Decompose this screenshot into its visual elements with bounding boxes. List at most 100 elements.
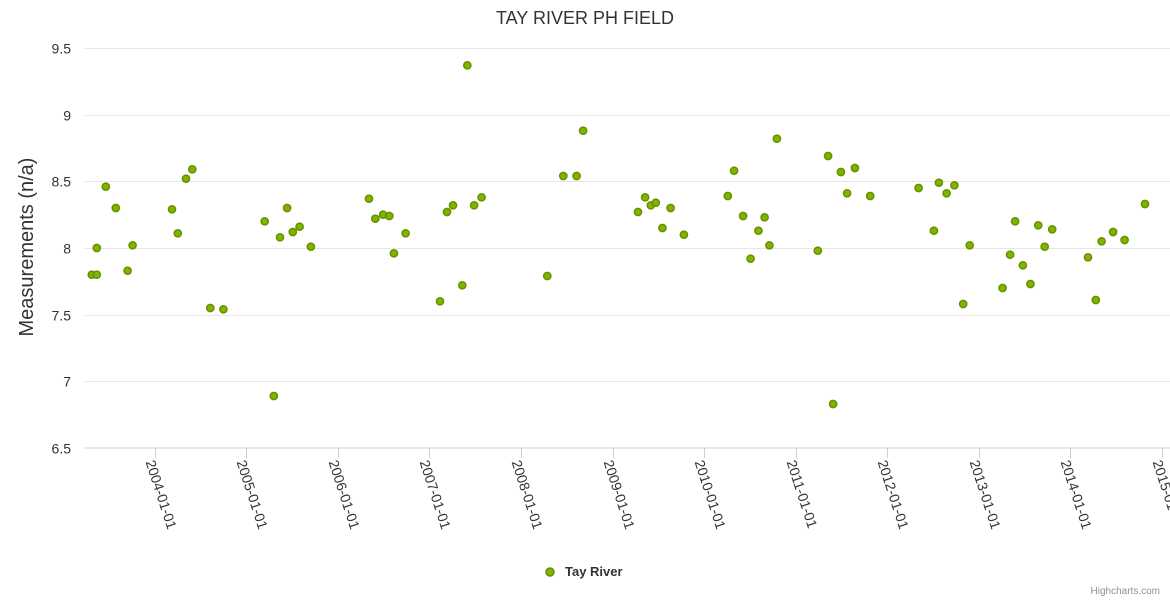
data-point[interactable] xyxy=(187,164,197,174)
x-tick-label: 2015-01-01 xyxy=(1150,458,1170,531)
y-tick-label: 9 xyxy=(63,108,71,124)
y-tick-label: 7 xyxy=(63,374,71,390)
data-point[interactable] xyxy=(813,246,823,256)
data-point[interactable] xyxy=(914,183,923,193)
x-tick-label: 2004-01-01 xyxy=(143,458,180,531)
data-point[interactable] xyxy=(729,166,739,176)
series-tay-river[interactable] xyxy=(87,60,1150,409)
data-point[interactable] xyxy=(542,271,552,281)
x-axis-ticks: 2004-01-01 2005-01-01 2006-01-01 2007-01-01… xyxy=(143,448,1170,531)
credits-link[interactable]: Highcharts.com xyxy=(1091,586,1160,597)
data-point[interactable] xyxy=(633,207,643,217)
x-tick-label: 2014-01-01 xyxy=(1058,458,1095,531)
y-axis-label: Measurements (n/a) xyxy=(16,158,38,337)
data-point[interactable] xyxy=(205,303,215,313)
data-point[interactable] xyxy=(640,192,650,202)
data-point[interactable] xyxy=(128,240,137,250)
y-tick-label: 6.5 xyxy=(52,441,72,457)
data-point[interactable] xyxy=(1140,199,1150,209)
data-point[interactable] xyxy=(958,299,968,309)
data-point[interactable] xyxy=(181,174,191,184)
data-point[interactable] xyxy=(389,248,399,258)
data-point[interactable] xyxy=(1108,227,1118,237)
data-point[interactable] xyxy=(306,242,316,252)
x-tick-label: 2010-01-01 xyxy=(692,458,729,531)
data-point[interactable] xyxy=(167,204,177,214)
data-point[interactable] xyxy=(101,182,111,192)
data-point[interactable] xyxy=(364,194,374,204)
data-point[interactable] xyxy=(370,214,380,224)
y-tick-label: 8 xyxy=(63,241,71,257)
data-point[interactable] xyxy=(462,60,472,70)
data-point[interactable] xyxy=(754,226,763,236)
data-point[interactable] xyxy=(965,240,975,250)
data-point[interactable] xyxy=(448,200,458,210)
x-tick-label: 2005-01-01 xyxy=(234,458,271,531)
data-point[interactable] xyxy=(1097,236,1106,246)
data-point[interactable] xyxy=(457,280,467,290)
data-point[interactable] xyxy=(1018,260,1028,270)
data-point[interactable] xyxy=(173,228,183,238)
data-point[interactable] xyxy=(558,171,568,181)
data-point[interactable] xyxy=(950,180,959,190)
data-point[interactable] xyxy=(1033,220,1043,230)
data-point[interactable] xyxy=(998,283,1007,293)
data-point[interactable] xyxy=(746,254,755,264)
data-point[interactable] xyxy=(1005,250,1015,260)
data-point[interactable] xyxy=(772,134,782,144)
gridlines xyxy=(85,48,1170,382)
data-point[interactable] xyxy=(1091,295,1101,305)
data-point[interactable] xyxy=(823,151,833,161)
data-point[interactable] xyxy=(260,216,270,226)
data-point[interactable] xyxy=(738,211,748,221)
data-point[interactable] xyxy=(942,188,951,198)
y-axis-ticks: 6.5 7 7.5 8 8.5 9 9.5 xyxy=(52,41,72,457)
data-point[interactable] xyxy=(1010,216,1020,226)
data-point[interactable] xyxy=(401,228,410,238)
x-tick-label: 2012-01-01 xyxy=(875,458,912,531)
data-point[interactable] xyxy=(111,203,121,213)
data-point[interactable] xyxy=(934,178,944,188)
data-point[interactable] xyxy=(842,188,852,198)
data-point[interactable] xyxy=(1047,224,1057,234)
data-point[interactable] xyxy=(658,223,667,233)
data-point[interactable] xyxy=(295,222,304,232)
data-point[interactable] xyxy=(435,296,445,306)
data-point[interactable] xyxy=(442,207,452,217)
data-point[interactable] xyxy=(269,391,279,401)
data-point[interactable] xyxy=(92,243,102,253)
data-point[interactable] xyxy=(765,240,774,250)
data-point[interactable] xyxy=(679,230,689,240)
data-point[interactable] xyxy=(651,198,661,208)
legend[interactable]: Tay River xyxy=(545,564,623,579)
y-tick-label: 7.5 xyxy=(52,308,72,324)
legend-marker-icon xyxy=(545,567,555,577)
data-point[interactable] xyxy=(288,227,298,237)
data-point[interactable] xyxy=(666,203,675,213)
data-point[interactable] xyxy=(578,126,588,136)
data-point[interactable] xyxy=(477,192,486,202)
data-point[interactable] xyxy=(1026,279,1035,289)
data-point[interactable] xyxy=(760,212,769,222)
data-point[interactable] xyxy=(1083,252,1093,262)
data-point[interactable] xyxy=(1040,242,1050,252)
x-tick-label: 2007-01-01 xyxy=(417,458,454,531)
data-point[interactable] xyxy=(92,270,102,280)
data-point[interactable] xyxy=(469,200,479,210)
data-point[interactable] xyxy=(572,171,581,181)
data-point[interactable] xyxy=(282,203,292,213)
data-point[interactable] xyxy=(828,399,838,409)
data-point[interactable] xyxy=(1120,235,1129,245)
data-point[interactable] xyxy=(929,226,939,236)
data-point[interactable] xyxy=(836,167,846,177)
data-point[interactable] xyxy=(219,304,228,314)
data-point[interactable] xyxy=(123,266,132,276)
data-point[interactable] xyxy=(865,191,875,201)
data-point[interactable] xyxy=(275,232,285,242)
data-point[interactable] xyxy=(723,191,733,201)
data-point[interactable] xyxy=(850,163,860,173)
data-point[interactable] xyxy=(384,211,394,221)
legend-item-tay-river[interactable]: Tay River xyxy=(565,564,623,579)
x-tick-label: 2011-01-01 xyxy=(784,458,821,530)
